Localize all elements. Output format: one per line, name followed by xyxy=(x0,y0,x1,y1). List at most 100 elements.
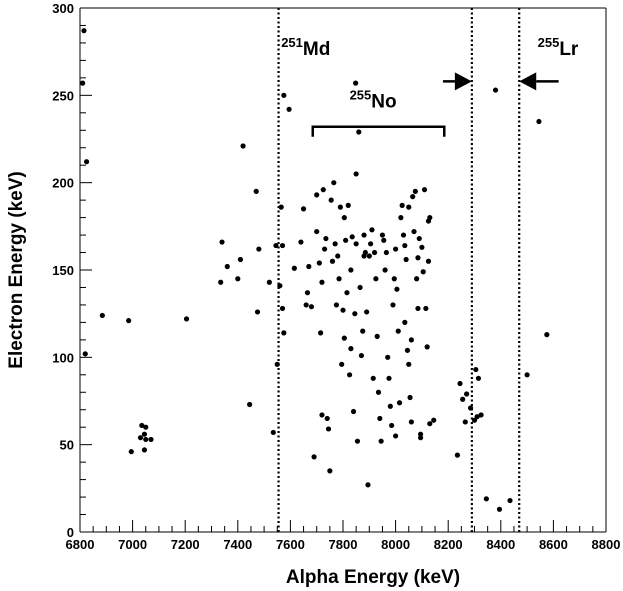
data-point xyxy=(332,241,338,247)
data-point xyxy=(139,422,145,429)
data-point xyxy=(281,330,287,336)
data-point xyxy=(375,389,382,395)
data-point xyxy=(224,263,230,270)
data-point xyxy=(253,188,259,194)
data-point xyxy=(141,431,148,437)
x-axis-title: Alpha Energy (keV) xyxy=(286,567,460,588)
y-tick-label: 200 xyxy=(52,176,74,191)
data-point xyxy=(344,290,350,296)
data-point xyxy=(336,276,342,282)
data-point xyxy=(354,438,361,444)
data-point xyxy=(400,232,407,238)
data-point xyxy=(415,305,421,312)
data-point xyxy=(454,452,461,458)
x-tick-label: 8800 xyxy=(592,537,621,552)
data-point xyxy=(473,366,479,373)
data-point xyxy=(408,337,414,343)
data-point xyxy=(410,194,416,200)
x-tick-label: 6800 xyxy=(66,537,95,552)
data-point xyxy=(356,129,362,135)
data-point xyxy=(81,28,87,34)
data-point xyxy=(316,260,322,266)
data-point xyxy=(128,449,134,455)
data-point xyxy=(335,253,341,259)
annotation-lr: 255Lr xyxy=(538,35,579,60)
data-point xyxy=(327,468,333,474)
x-tick-label: 7600 xyxy=(276,537,305,552)
data-point xyxy=(329,258,336,264)
data-point xyxy=(143,436,149,443)
annotation-no: 255No xyxy=(350,88,397,113)
y-tick-label: 250 xyxy=(52,88,74,103)
data-point xyxy=(483,496,489,502)
data-point xyxy=(247,401,253,408)
annotation-md: 251Md xyxy=(281,35,330,60)
data-point xyxy=(350,408,357,415)
data-point xyxy=(218,279,224,285)
data-point xyxy=(278,204,284,210)
x-tick-label: 8200 xyxy=(434,537,463,552)
y-tick-label: 150 xyxy=(52,263,74,278)
data-point xyxy=(346,372,353,378)
data-point xyxy=(386,375,392,381)
data-point xyxy=(431,417,437,423)
data-point xyxy=(414,276,420,282)
data-point xyxy=(424,344,430,350)
data-point xyxy=(399,202,405,208)
data-point xyxy=(353,80,359,86)
data-point xyxy=(417,435,424,441)
x-ticks: 6800 7000 7200 7400 7600 7800 8000 8200 8400 8600… xyxy=(66,520,621,552)
data-point xyxy=(365,482,371,488)
data-point xyxy=(320,187,326,193)
annotation-no-symbol: No xyxy=(371,92,396,113)
data-point xyxy=(357,284,363,291)
data-point xyxy=(378,438,384,444)
annotation-lr-symbol: Lr xyxy=(559,39,579,60)
data-point xyxy=(358,352,365,359)
data-point xyxy=(148,436,154,443)
data-point xyxy=(366,253,372,259)
data-point xyxy=(425,258,432,264)
data-point xyxy=(126,318,132,324)
data-point xyxy=(361,232,367,238)
data-point xyxy=(387,403,393,409)
data-point xyxy=(83,159,90,165)
data-point xyxy=(254,309,261,315)
data-point xyxy=(379,232,386,238)
annotation-md-mass: 251 xyxy=(281,35,303,50)
data-point xyxy=(377,415,383,422)
data-point xyxy=(396,400,403,406)
data-point xyxy=(319,412,325,418)
data-point xyxy=(536,118,542,125)
data-point xyxy=(492,87,499,93)
data-point xyxy=(462,419,468,425)
data-point xyxy=(427,421,433,427)
data-point xyxy=(325,426,332,432)
data-point xyxy=(348,346,354,352)
data-point xyxy=(368,241,374,247)
data-point xyxy=(475,375,482,381)
data-point xyxy=(374,333,380,339)
data-point xyxy=(240,143,246,149)
data-point xyxy=(496,506,503,512)
data-point xyxy=(411,228,417,235)
data-point xyxy=(82,351,88,357)
data-point xyxy=(279,242,286,249)
x-tick-label: 8000 xyxy=(381,537,410,552)
data-point xyxy=(319,279,325,285)
data-point xyxy=(311,454,317,460)
data-point xyxy=(219,239,225,245)
data-point xyxy=(273,242,279,249)
x-tick-label: 7400 xyxy=(223,537,252,552)
data-point xyxy=(460,396,466,402)
data-point xyxy=(467,405,474,411)
data-point xyxy=(370,375,376,381)
x-tick-label: 7200 xyxy=(171,537,200,552)
data-point xyxy=(393,246,399,252)
data-point xyxy=(291,265,297,271)
data-point xyxy=(419,244,425,250)
data-point xyxy=(524,372,530,378)
data-point xyxy=(237,256,244,263)
data-point xyxy=(412,188,418,194)
annotation-md-symbol: Md xyxy=(303,39,330,60)
